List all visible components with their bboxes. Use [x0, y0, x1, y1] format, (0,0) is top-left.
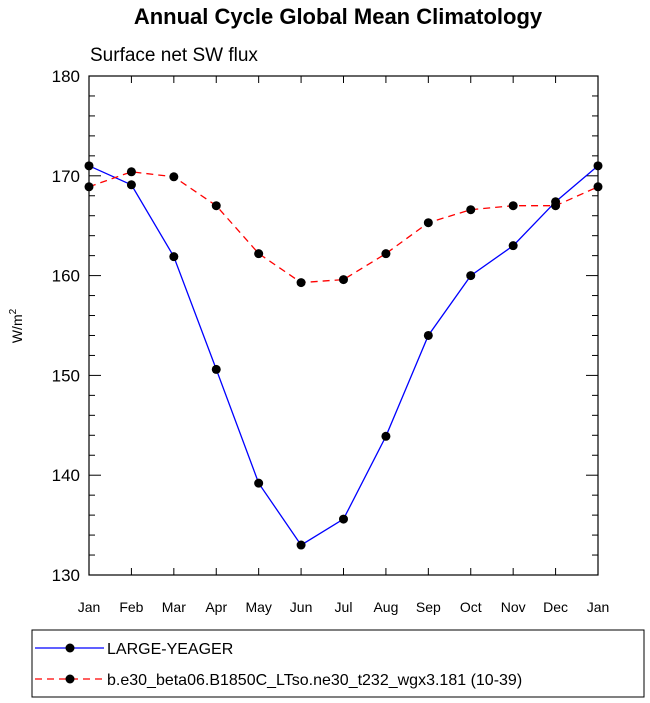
series-2-point	[296, 278, 306, 288]
plot-lines	[88, 165, 599, 546]
x-tick-label: Jan	[587, 599, 610, 615]
series-2-point	[508, 201, 518, 211]
legend-label-series-1: LARGE-YEAGER	[107, 641, 233, 658]
series-2-point	[381, 249, 391, 259]
series-1-point	[466, 271, 476, 281]
series-line-1	[88, 165, 599, 546]
series-1-point	[211, 364, 221, 374]
plot-frame	[88, 75, 599, 576]
series-1-point	[169, 252, 179, 262]
series-2-point	[466, 205, 476, 215]
series-1-point	[296, 540, 306, 550]
y-tick-label: 150	[52, 366, 80, 385]
x-tick-label: Jan	[78, 599, 101, 615]
legend-label-series-2: b.e30_beta06.B1850C_LTso.ne30_t232_wgx3.…	[107, 672, 522, 689]
y-tick-label: 180	[52, 67, 80, 86]
plot-markers	[84, 161, 603, 550]
series-line-2	[88, 171, 599, 284]
x-tick-label: Sep	[416, 599, 441, 615]
y-tick-label: 160	[52, 267, 80, 286]
x-tick-label: Feb	[119, 599, 143, 615]
x-tick-label: Nov	[501, 599, 526, 615]
series-1-point	[381, 431, 391, 441]
x-tick-label: Dec	[543, 599, 568, 615]
series-2-point	[254, 249, 264, 259]
x-tick-label: Jun	[290, 599, 313, 615]
series-1-point	[339, 514, 348, 524]
legend-marker-series-2	[65, 674, 75, 684]
legend: LARGE-YEAGER b.e30_beta06.B1850C_LTso.ne…	[31, 629, 645, 698]
y-tick-label: 140	[52, 466, 80, 485]
series-2-point	[169, 172, 179, 182]
chart-subtitle: Surface net SW flux	[90, 45, 258, 66]
y-axis-label: W/m2	[8, 308, 25, 343]
legend-box	[31, 629, 645, 698]
x-tick-label: Apr	[205, 599, 227, 615]
series-1-point	[254, 478, 264, 488]
series-1-point	[423, 330, 433, 340]
y-axis-label-superscript: 2	[8, 308, 19, 314]
x-tick-label: May	[245, 599, 271, 615]
series-2-point	[126, 167, 136, 177]
x-tick-label: Mar	[162, 599, 186, 615]
series-1-point	[508, 241, 518, 251]
axis-ticks	[88, 75, 599, 576]
series-2-point	[551, 201, 561, 211]
x-tick-label: Aug	[373, 599, 398, 615]
series-2-point	[211, 201, 221, 211]
x-tick-label: Jul	[335, 599, 353, 615]
tick-labels: Jan Feb Mar Apr May Jun Jul Aug Sep Oct Nov Dec Jan 1…	[52, 67, 610, 615]
chart-title: Annual Cycle Global Mean Climatology	[134, 4, 543, 29]
legend-marker-series-1	[65, 643, 75, 653]
series-2-point	[339, 275, 348, 285]
x-tick-label: Oct	[460, 599, 482, 615]
y-tick-label: 130	[52, 566, 80, 585]
y-tick-label: 170	[52, 167, 80, 186]
series-1-point	[126, 180, 136, 190]
y-axis-label-text: W/m	[9, 314, 25, 343]
series-2-point	[423, 218, 433, 228]
